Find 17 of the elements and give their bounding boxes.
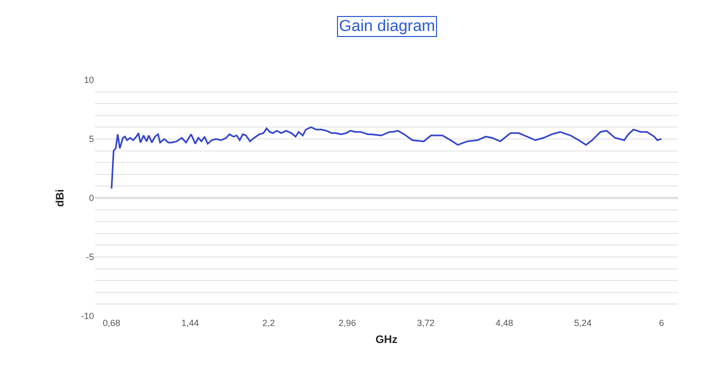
- chart-title: Gain diagram: [339, 18, 436, 35]
- x-tick-label: 5,24: [574, 318, 592, 328]
- x-tick-label: 6: [658, 318, 664, 328]
- x-tick-label: 2,2: [262, 318, 275, 328]
- x-tick-label: 1,44: [181, 318, 199, 328]
- x-axis-title: GHz: [376, 334, 398, 346]
- x-tick-label: 2,96: [338, 318, 356, 328]
- y-tick-label: -10: [80, 311, 94, 322]
- x-tick-label: 4,48: [496, 318, 514, 328]
- y-tick-label: 5: [88, 134, 94, 144]
- x-tick-label: 3,72: [417, 318, 435, 328]
- y-tick-label: 0: [88, 193, 94, 204]
- line-series: [110, 126, 662, 190]
- x-tick-label: 0,68: [102, 318, 120, 328]
- y-axis-title: dBi: [54, 189, 67, 207]
- y-tick-label: 10: [84, 75, 94, 86]
- y-tick-label: -5: [86, 252, 94, 262]
